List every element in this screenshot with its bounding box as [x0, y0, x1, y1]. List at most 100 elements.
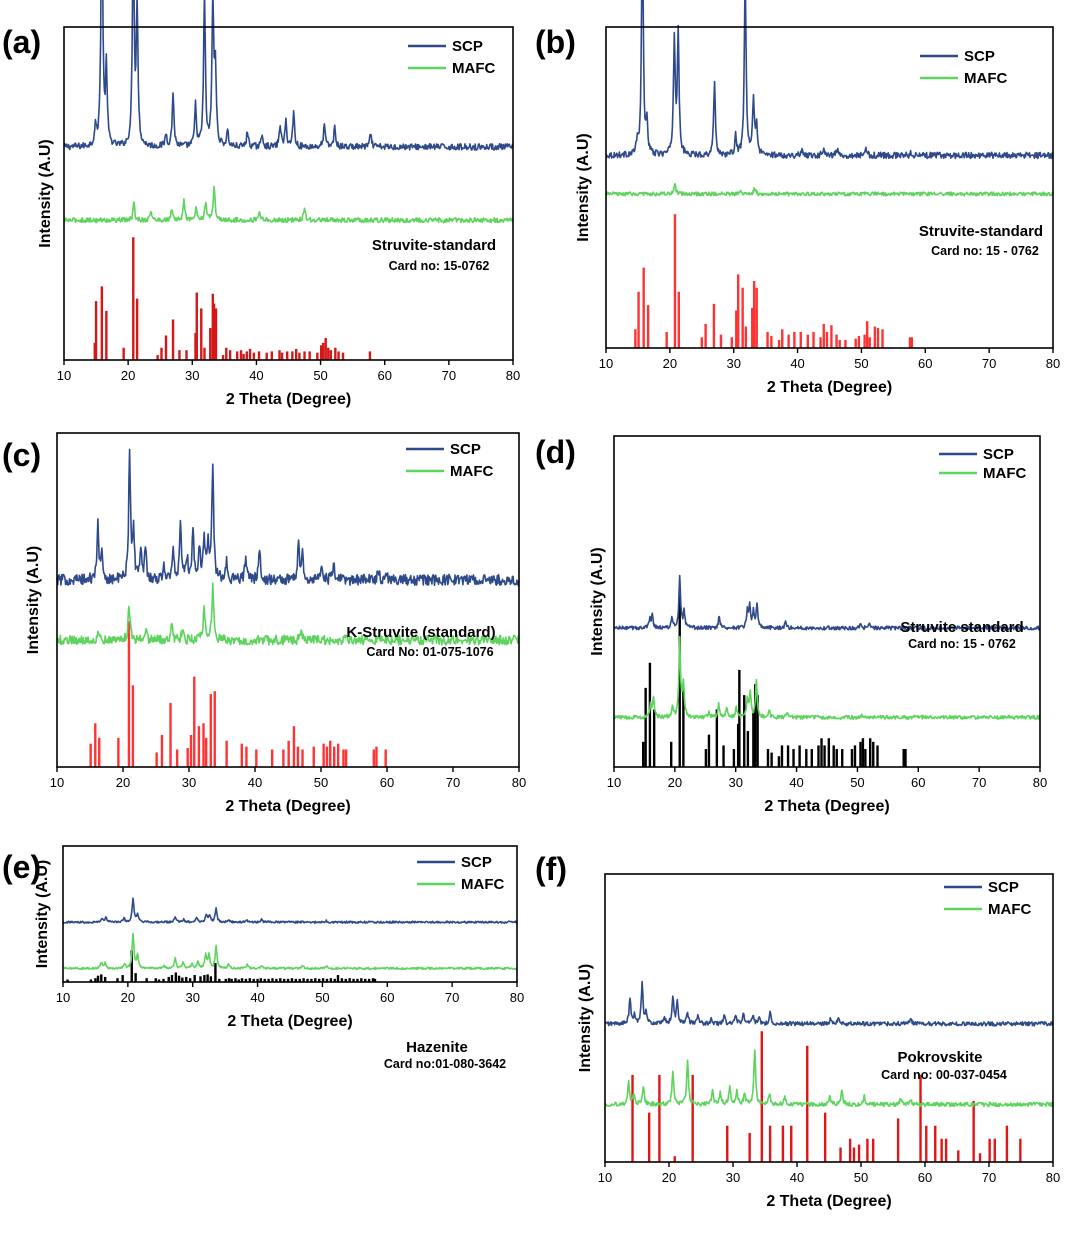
y-axis-title: Intensity (A.U) [37, 139, 54, 247]
x-tick-label: 40 [790, 1170, 804, 1185]
reference-title: K-Struvite (standard) [346, 624, 495, 641]
x-tick-label: 30 [726, 1170, 740, 1185]
x-tick-label: 30 [185, 368, 199, 383]
x-tick-label: 10 [50, 775, 64, 790]
panel-e: (e) 10 20 30 40 50 60 70 80 2 Theta (Degree) Inten… [2, 845, 524, 1071]
x-tick-label: 50 [313, 368, 327, 383]
reference-sticks [642, 587, 907, 767]
x-tick-label: 40 [249, 368, 263, 383]
x-tick-label: 40 [248, 775, 262, 790]
panel-letter: (b) [535, 24, 576, 60]
x-tick-label: 20 [121, 990, 135, 1005]
legend-label-mafc: MAFC [452, 60, 495, 77]
panel-letter: (d) [535, 434, 576, 470]
panel-d: (d) 10 20 30 40 50 60 70 80 2 Theta (Degree) Inten… [535, 434, 1047, 815]
reference-title: Struvite standard [900, 619, 1023, 636]
y-axis-title: Intensity (A.U) [589, 547, 606, 655]
reference-card-number: Card no: 15-0762 [389, 259, 490, 273]
series-line-scp [63, 0, 514, 151]
x-tick-label: 20 [668, 775, 682, 790]
x-tick-label: 50 [314, 775, 328, 790]
series-line-mafc [604, 1049, 1054, 1108]
x-tick-label: 60 [380, 775, 394, 790]
legend-label-mafc: MAFC [964, 70, 1007, 87]
x-tick-label: 70 [982, 356, 996, 371]
x-tick-label: 60 [377, 368, 391, 383]
legend-label-scp: SCP [452, 38, 483, 55]
x-tick-label: 20 [121, 368, 135, 383]
x-tick-label: 40 [790, 356, 804, 371]
x-tick-label: 10 [607, 775, 621, 790]
x-tick-label: 30 [185, 990, 199, 1005]
reference-card-number: Card No: 01-075-1076 [366, 645, 493, 659]
x-tick-label: 60 [918, 356, 932, 371]
x-tick-label: 10 [599, 356, 613, 371]
series-line-mafc [605, 183, 1054, 197]
reference-card-number: Card no: 00-037-0454 [881, 1068, 1007, 1082]
reference-title: Struvite-standard [919, 223, 1043, 240]
legend-label-mafc: MAFC [988, 901, 1031, 918]
reference-card-number: Card no:01-080-3642 [384, 1057, 506, 1071]
plot-frame [605, 26, 1054, 349]
panel-letter: (c) [2, 437, 41, 473]
y-axis-title: Intensity (A.U) [577, 964, 594, 1072]
x-axis-title: 2 Theta (Degree) [767, 379, 892, 396]
legend-label-mafc: MAFC [450, 463, 493, 480]
reference-sticks [89, 621, 387, 767]
series-line-scp [605, 0, 1054, 160]
legend-label-mafc: MAFC [983, 465, 1026, 482]
series-line-mafc [63, 185, 514, 224]
panel-f: (f) 10 20 30 40 50 60 70 80 2 Theta (Degree) Inten… [535, 851, 1060, 1210]
series-line-scp [613, 574, 1041, 631]
x-tick-label: 30 [728, 775, 742, 790]
x-tick-label: 70 [446, 775, 460, 790]
x-tick-label: 50 [315, 990, 329, 1005]
panel-a: (a) 10 20 30 40 50 60 70 80 2 Theta (Degree) Inten… [2, 0, 520, 408]
panel-c: (c) 10 20 30 40 50 60 70 80 2 Theta (Degree) Inten… [2, 432, 526, 815]
plot-frame [63, 26, 514, 361]
x-axis-title: 2 Theta (Degree) [226, 391, 351, 408]
reference-title: Pokrovskite [897, 1049, 982, 1066]
legend-label-scp: SCP [461, 854, 492, 871]
legend-label-scp: SCP [964, 48, 995, 65]
x-tick-label: 60 [911, 775, 925, 790]
x-tick-label: 80 [1046, 356, 1060, 371]
x-axis-title: 2 Theta (Degree) [764, 798, 889, 815]
x-tick-label: 70 [972, 775, 986, 790]
series-line-mafc [613, 635, 1041, 720]
x-tick-label: 20 [662, 1170, 676, 1185]
reference-sticks [93, 237, 372, 360]
x-tick-label: 60 [380, 990, 394, 1005]
plot-frame [613, 435, 1041, 768]
x-axis-title: 2 Theta (Degree) [227, 1013, 352, 1030]
x-tick-label: 60 [918, 1170, 932, 1185]
x-tick-label: 50 [854, 1170, 868, 1185]
series-line-mafc [56, 582, 520, 646]
reference-card-number: Card no: 15 - 0762 [908, 637, 1016, 651]
x-tick-label: 20 [116, 775, 130, 790]
plot-frame [56, 432, 520, 768]
x-tick-label: 30 [726, 356, 740, 371]
y-axis-title: Intensity (A.U) [25, 546, 42, 654]
series-line-scp [604, 980, 1054, 1027]
x-tick-label: 80 [1046, 1170, 1060, 1185]
x-axis-title: 2 Theta (Degree) [225, 798, 350, 815]
y-axis-title: Intensity (A.U) [575, 133, 592, 241]
panel-b: (b) 10 20 30 40 50 60 70 80 2 Theta (Degree) Inten… [535, 0, 1060, 396]
x-tick-label: 70 [982, 1170, 996, 1185]
x-tick-label: 50 [850, 775, 864, 790]
panel-letter: (a) [2, 24, 41, 60]
panel-letter: (e) [2, 849, 41, 885]
reference-card-number: Card no: 15 - 0762 [931, 244, 1039, 258]
x-tick-label: 50 [854, 356, 868, 371]
series-line-scp [56, 448, 520, 587]
x-tick-label: 40 [789, 775, 803, 790]
reference-sticks [634, 214, 914, 348]
plot-frame [604, 873, 1054, 1163]
x-tick-label: 80 [1033, 775, 1047, 790]
x-tick-label: 10 [57, 368, 71, 383]
x-tick-label: 30 [182, 775, 196, 790]
x-tick-label: 80 [506, 368, 520, 383]
series-line-scp [62, 897, 518, 924]
